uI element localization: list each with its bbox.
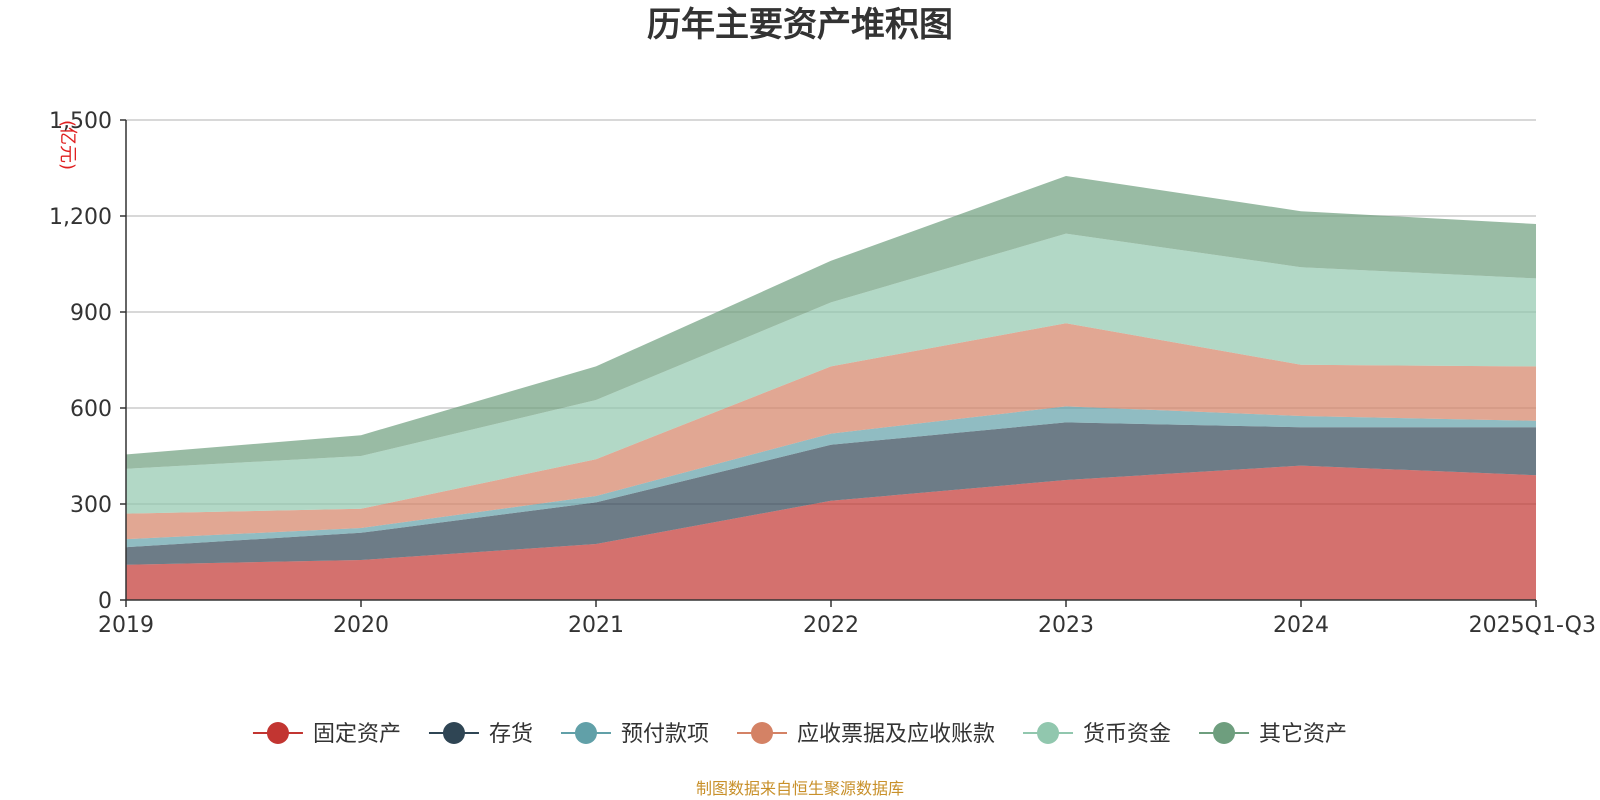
legend-item[interactable]: 货币资金: [1023, 722, 1171, 747]
legend-item[interactable]: 其它资产: [1199, 722, 1347, 747]
legend-marker: [442, 722, 465, 744]
x-tick-label: 2022: [803, 613, 859, 638]
x-tick-label: 2019: [98, 613, 154, 638]
legend-label: 预付款项: [621, 722, 709, 747]
legend-label: 固定资产: [313, 722, 401, 747]
legend-label: 其它资产: [1259, 722, 1347, 747]
x-tick-label: 2020: [333, 613, 389, 638]
legend-label: 存货: [489, 722, 533, 747]
legend-item[interactable]: 固定资产: [252, 722, 401, 747]
source-note: 制图数据来自恒生聚源数据库: [696, 779, 904, 798]
y-tick-label: 0: [98, 589, 112, 614]
legend-marker: [1037, 722, 1060, 744]
legend-marker: [266, 722, 289, 744]
area-series: [126, 465, 1536, 600]
legend-item[interactable]: 存货: [428, 722, 533, 747]
y-tick-label: 600: [70, 397, 112, 422]
legend-marker: [1213, 722, 1236, 744]
chart-title: 历年主要资产堆积图: [647, 5, 953, 45]
x-tick-label: 2021: [568, 613, 624, 638]
x-tick-label: 2024: [1273, 613, 1329, 638]
y-tick-label: 300: [70, 493, 112, 518]
area-series: [126, 422, 1536, 565]
legend-item[interactable]: 预付款项: [560, 722, 709, 747]
x-tick-label: 2025Q1-Q3: [1469, 613, 1596, 638]
legend-item[interactable]: 应收票据及应收账款: [737, 722, 995, 747]
axes: 0 300 600 900 1,200 1,500 2019 2020 2021 2022 2023…: [49, 109, 1596, 638]
y-tick-label: 900: [70, 301, 112, 326]
y-axis-unit-label: (亿元): [57, 120, 78, 170]
y-tick-label: 1,500: [49, 109, 112, 134]
area-series: [126, 176, 1536, 469]
y-tick-label: 1,200: [49, 205, 112, 230]
legend[interactable]: 固定资产 存货 预付款项 应收票据及应收账款 货币资金 其它资产: [252, 722, 1347, 747]
legend-label: 货币资金: [1083, 722, 1171, 747]
legend-label: 应收票据及应收账款: [797, 722, 995, 747]
x-tick-label: 2023: [1038, 613, 1094, 638]
area-series: [126, 323, 1536, 540]
area-series: [126, 233, 1536, 514]
legend-marker: [574, 722, 597, 744]
series-areas: [126, 176, 1536, 600]
legend-marker: [751, 722, 773, 744]
